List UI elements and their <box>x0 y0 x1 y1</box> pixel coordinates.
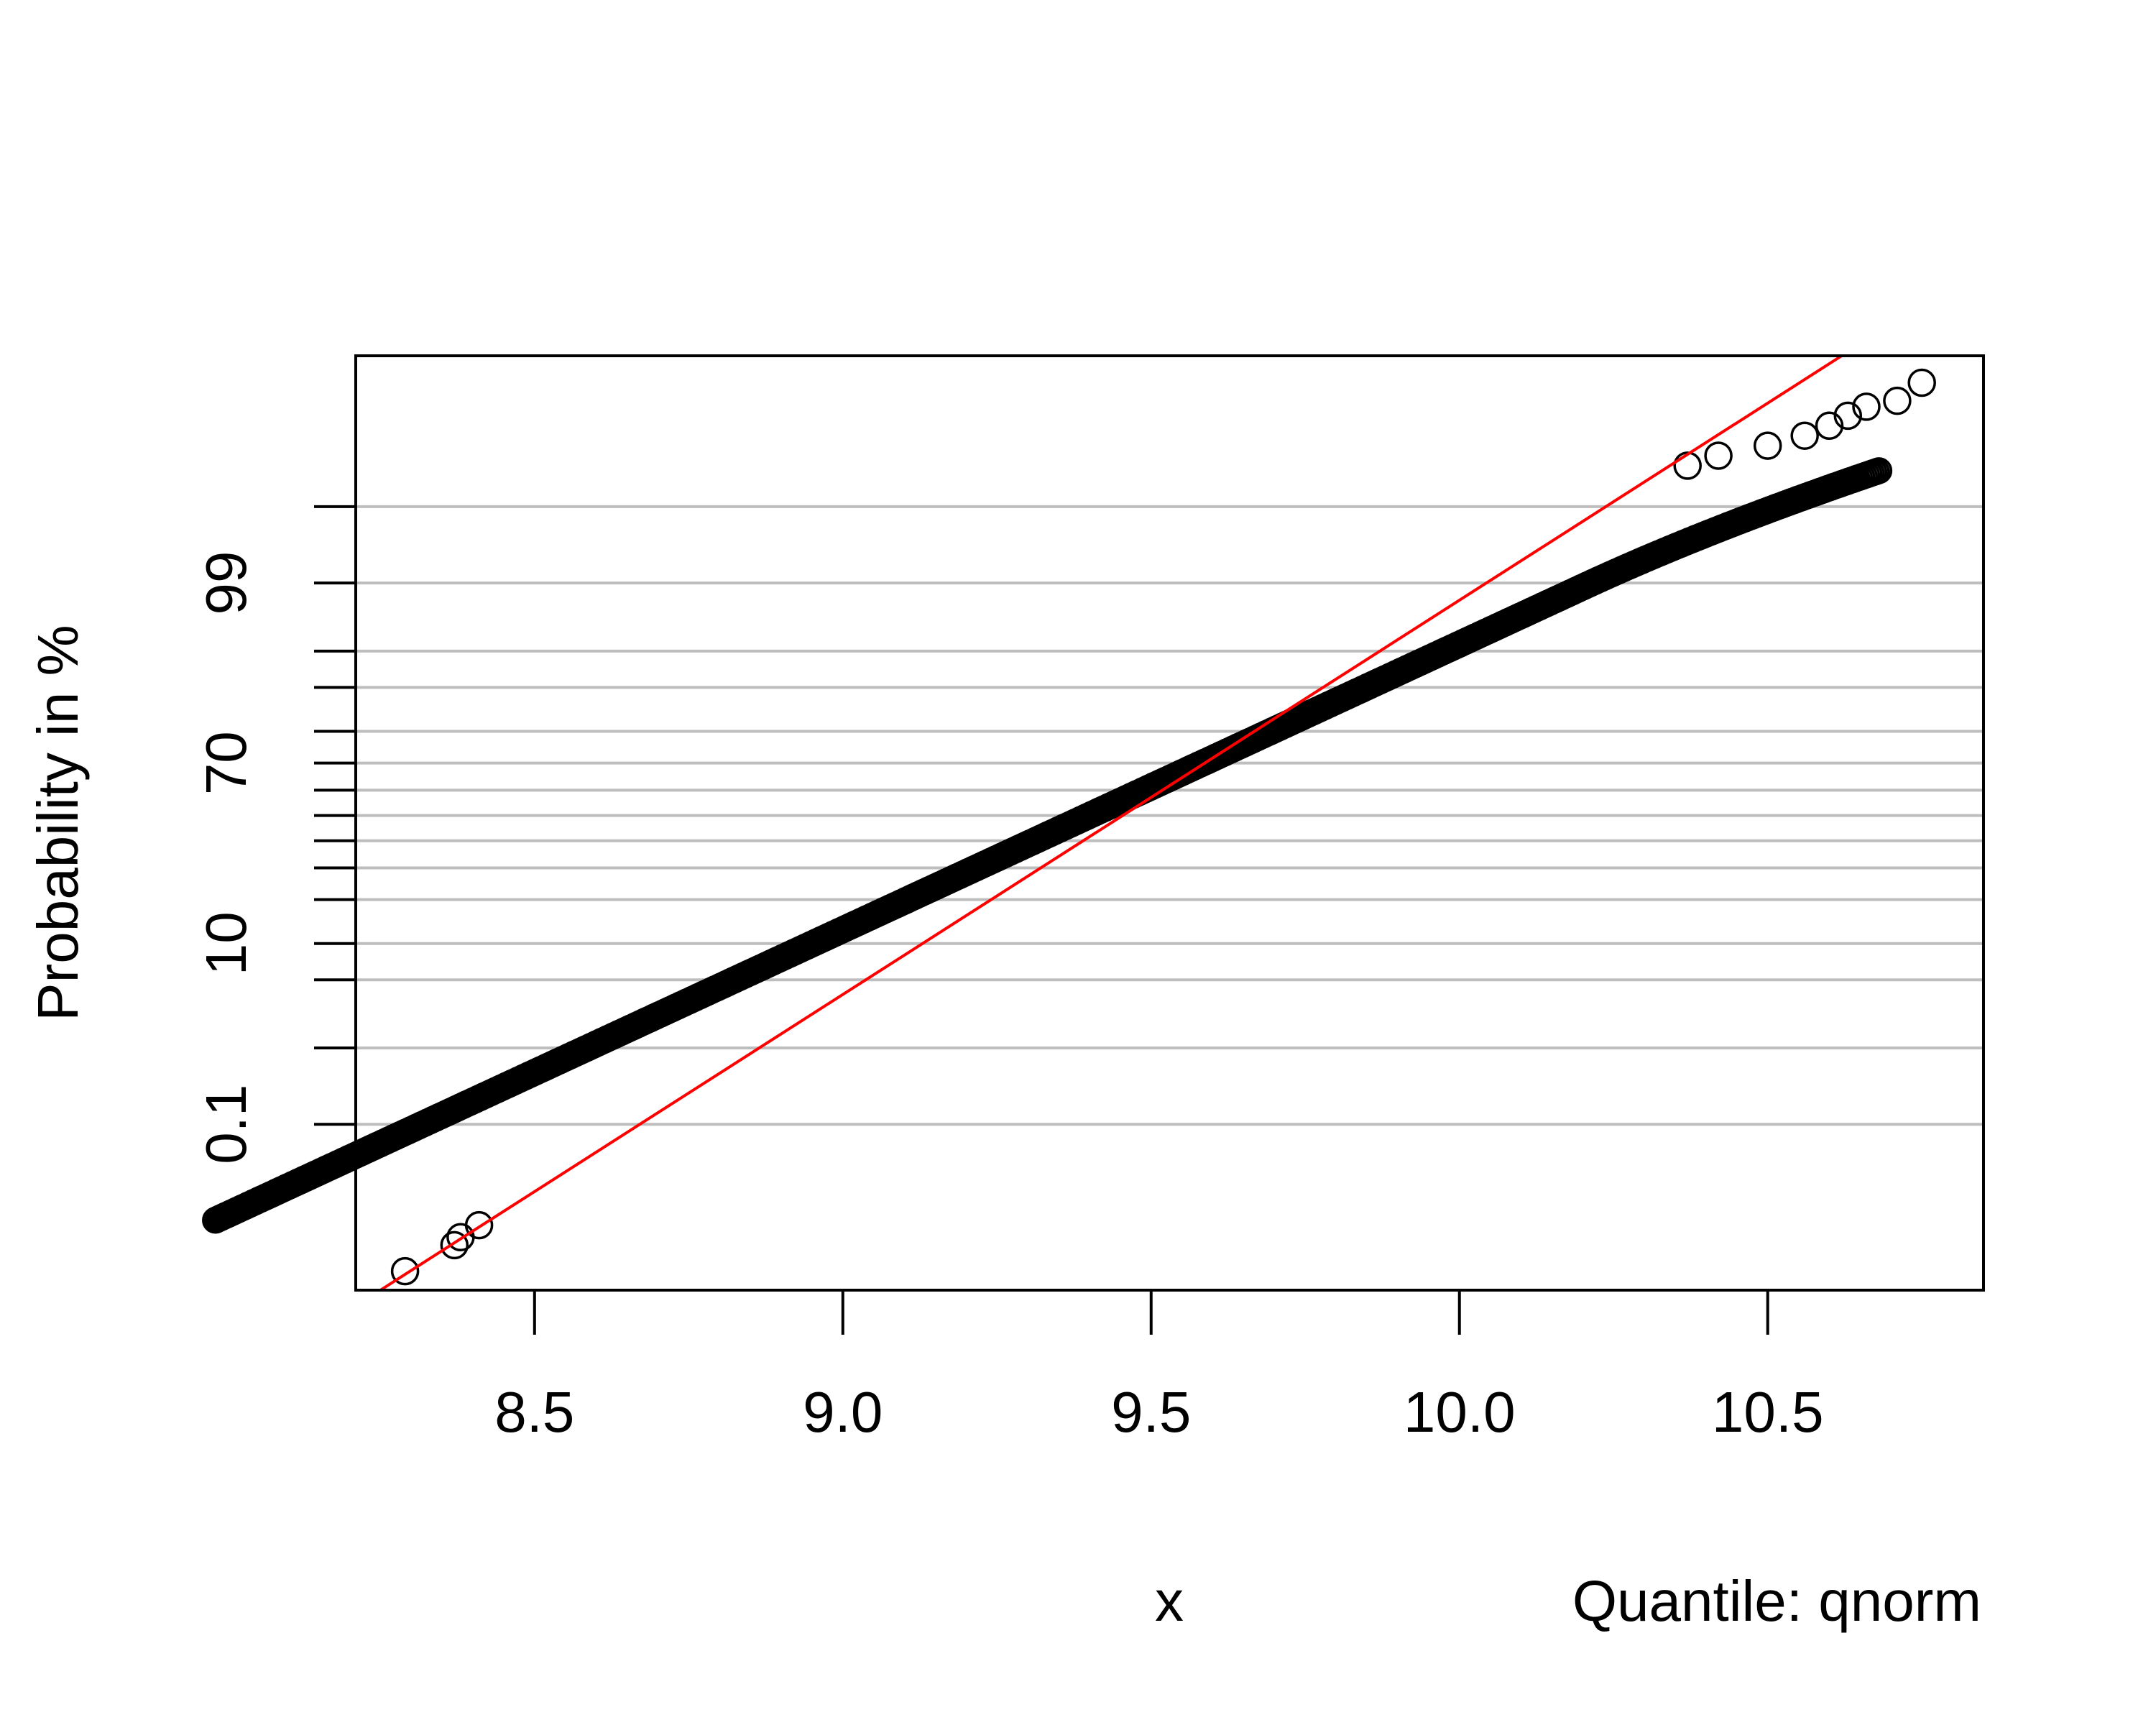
tail-point <box>1753 431 1782 460</box>
data-points <box>202 368 1936 1286</box>
gridlines <box>356 505 1984 1126</box>
tail-point <box>1833 401 1863 431</box>
tail-point <box>1815 411 1844 441</box>
x-tick-label-8_5: 8.5 <box>494 1380 574 1444</box>
y-tick-label-99: 99 <box>194 551 258 615</box>
reference-line-segment <box>379 354 1843 1292</box>
x-tick-label-9_5: 9.5 <box>1111 1380 1191 1444</box>
x-axis: 8.5 9.0 9.5 10.0 10.5 <box>494 1290 1824 1444</box>
tail-point <box>1790 421 1819 450</box>
reference-line <box>379 354 1843 1292</box>
sample-point <box>1865 457 1893 484</box>
quantile-label: Quantile: qnorm <box>1572 1569 1981 1633</box>
tail-point <box>1673 451 1702 480</box>
x-axis-label: x <box>1155 1569 1184 1633</box>
x-tick-label-9_0: 9.0 <box>803 1380 883 1444</box>
tail-point <box>1852 392 1881 421</box>
tail-point <box>464 1210 494 1240</box>
x-tick-label-10_0: 10.0 <box>1404 1380 1516 1444</box>
y-tick-label-70: 70 <box>194 731 258 795</box>
y-axis-label: Probability in % <box>26 625 90 1021</box>
tail-point <box>1907 368 1936 397</box>
x-tick-label-10_5: 10.5 <box>1712 1380 1824 1444</box>
y-tick-label-10: 10 <box>194 911 258 975</box>
tail-point <box>390 1256 420 1286</box>
tail-point <box>440 1230 469 1260</box>
plot-frame <box>354 354 1985 1292</box>
y-tick-label-0_1: 0.1 <box>194 1085 258 1164</box>
tail-point <box>1883 386 1912 415</box>
y-axis: 0.1 10 70 99 <box>194 505 356 1164</box>
tail-point <box>1704 441 1733 470</box>
